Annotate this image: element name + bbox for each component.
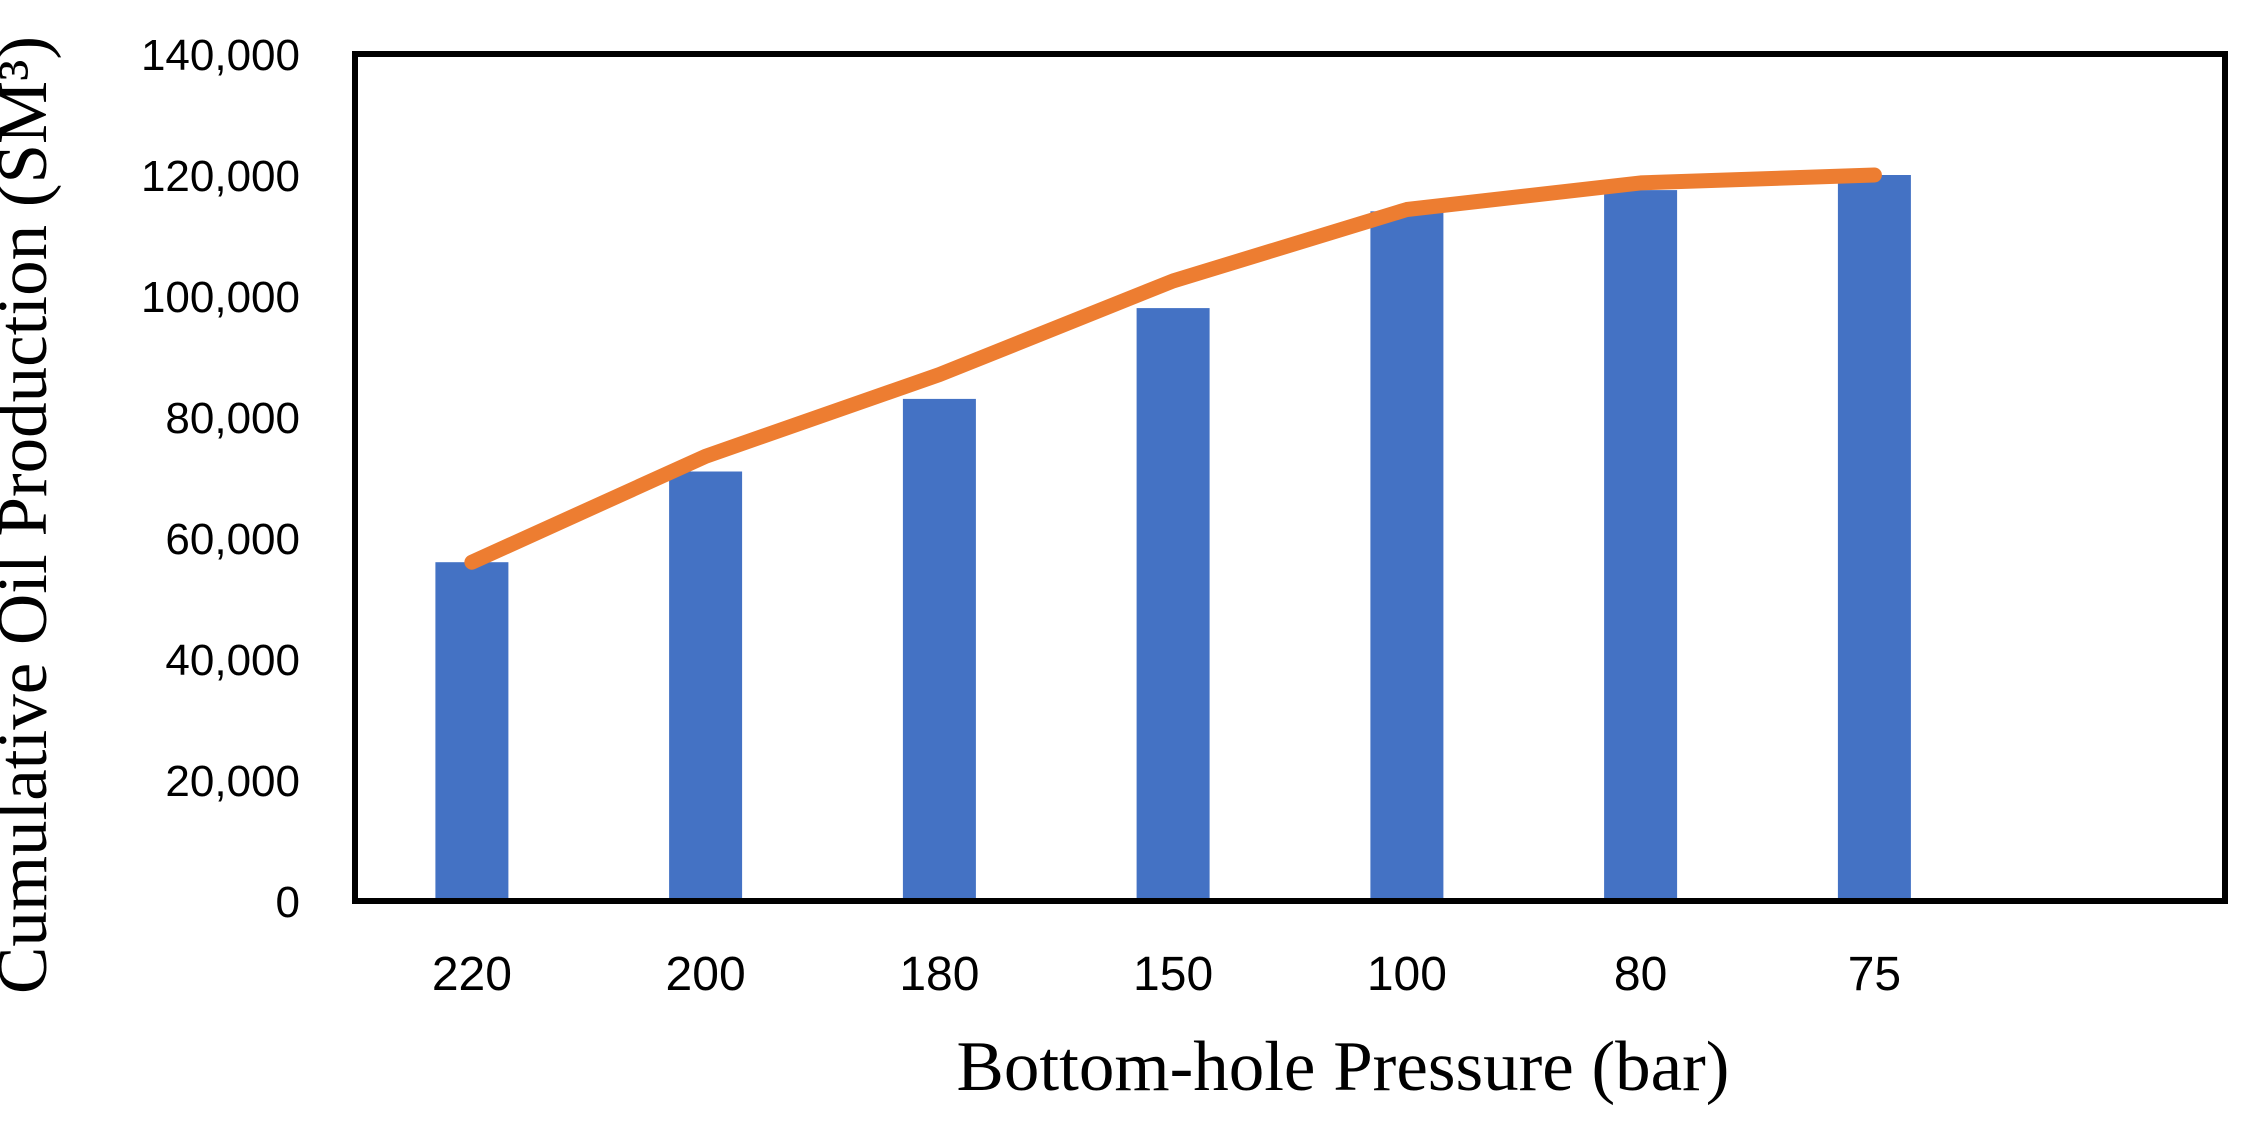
bar-100 bbox=[1370, 211, 1444, 902]
bar-series-group bbox=[435, 175, 1911, 902]
bar-180 bbox=[902, 398, 976, 901]
y-tick-label-80000: 80,000 bbox=[165, 394, 300, 443]
bar-75 bbox=[1837, 175, 1911, 901]
y-tick-label-60000: 60,000 bbox=[165, 515, 300, 564]
plot-frame bbox=[352, 51, 2228, 904]
bar-200 bbox=[669, 471, 743, 901]
y-tick-label-0: 0 bbox=[276, 878, 300, 927]
x-tick-label-80: 80 bbox=[1614, 948, 1667, 1001]
x-tick-label-180: 180 bbox=[899, 948, 979, 1001]
x-tick-label-200: 200 bbox=[666, 948, 746, 1001]
y-axis-tick-labels: 0 20,000 40,000 60,000 80,000 100,000 120,000 1… bbox=[141, 31, 300, 927]
bar-220 bbox=[435, 562, 509, 901]
x-axis-tick-labels: 220 200 180 150 100 80 75 bbox=[432, 948, 1901, 1001]
x-tick-label-150: 150 bbox=[1133, 948, 1213, 1001]
x-tick-label-220: 220 bbox=[432, 948, 512, 1001]
x-axis-title: Bottom-hole Pressure (bar) bbox=[957, 1028, 1730, 1106]
y-axis-title: Cumulative Oil Production (SM³) bbox=[0, 36, 62, 994]
y-tick-label-140000: 140,000 bbox=[141, 31, 300, 80]
y-tick-label-120000: 120,000 bbox=[141, 152, 300, 201]
bar-150 bbox=[1136, 308, 1210, 902]
y-tick-label-40000: 40,000 bbox=[165, 636, 300, 685]
bar-80 bbox=[1604, 190, 1678, 902]
x-tick-label-75: 75 bbox=[1848, 948, 1901, 1001]
y-tick-label-20000: 20,000 bbox=[165, 757, 300, 806]
y-tick-label-100000: 100,000 bbox=[141, 273, 300, 322]
x-tick-label-100: 100 bbox=[1367, 948, 1447, 1001]
trend-line bbox=[464, 167, 1882, 570]
